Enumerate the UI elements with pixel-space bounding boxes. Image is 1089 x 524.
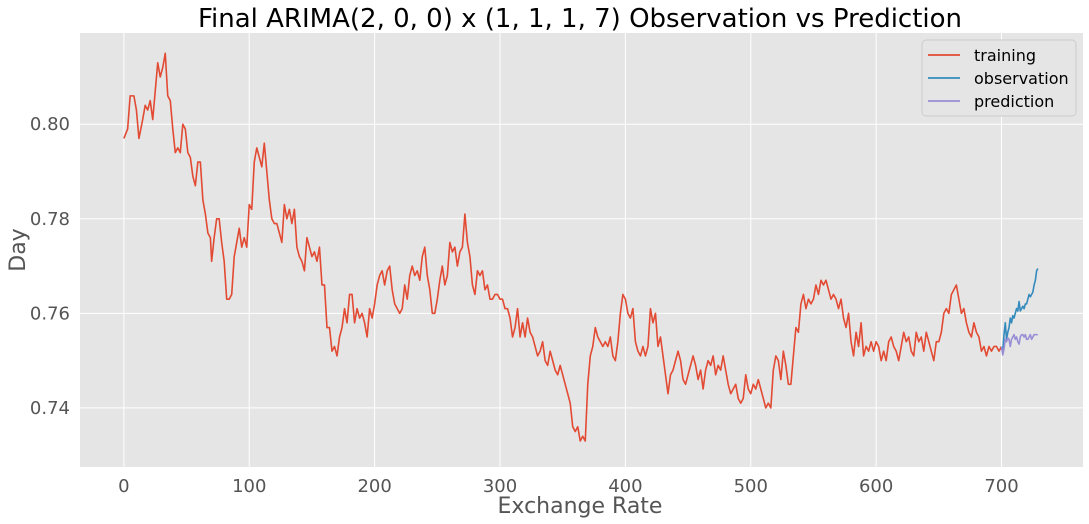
series-lines [123, 52, 1039, 442]
x-tick-label: 500 [734, 476, 768, 497]
legend-label-prediction: prediction [974, 92, 1054, 111]
y-axis-label: Day [6, 228, 31, 271]
series-line-observation [1000, 268, 1039, 352]
x-tick-label: 100 [232, 476, 266, 497]
x-tick-label: 400 [608, 476, 642, 497]
series-line-prediction [1000, 333, 1038, 356]
legend-label-observation: observation [974, 69, 1069, 88]
x-tick-label: 0 [118, 476, 129, 497]
y-tick-label: 0.80 [30, 114, 70, 135]
legend-box [921, 39, 1077, 117]
x-tick-label: 300 [483, 476, 517, 497]
legend-label-training: training [974, 46, 1036, 65]
y-tick-label: 0.78 [30, 209, 70, 230]
x-tick-label: 600 [859, 476, 893, 497]
x-axis-label: Exchange Rate [498, 494, 663, 519]
x-tick-label: 200 [357, 476, 391, 497]
x-tick-label: 700 [984, 476, 1018, 497]
y-tick-label: 0.74 [30, 398, 70, 419]
y-tick-labels: 0.74 0.76 0.78 0.80 [30, 114, 70, 419]
chart-title: Final ARIMA(2, 0, 0) x (1, 1, 1, 7) Obse… [198, 4, 962, 34]
y-tick-label: 0.76 [30, 303, 70, 324]
series-line-training [123, 52, 1003, 442]
legend: training observation prediction [921, 39, 1077, 117]
plot-area [80, 33, 1083, 467]
grid-horizontal [80, 123, 1083, 409]
x-tick-labels: 0 100 200 300 400 500 600 700 [118, 476, 1019, 497]
